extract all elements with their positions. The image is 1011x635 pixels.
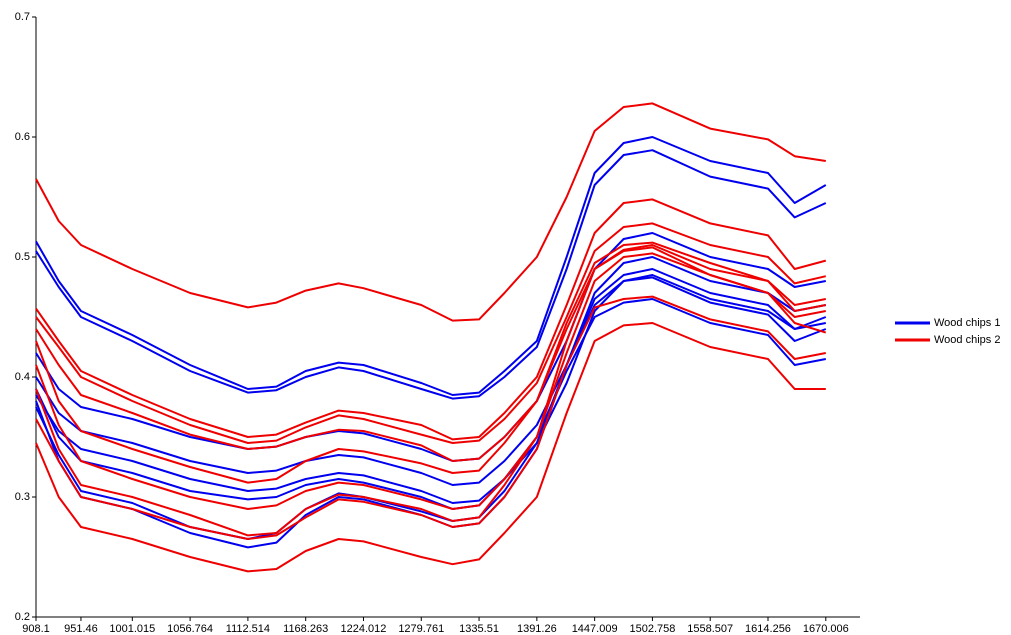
spectrum-line xyxy=(35,198,827,441)
x-tick-label: 1335.51 xyxy=(459,623,499,635)
spectrum-line xyxy=(35,149,827,400)
x-tick-label: 1168.263 xyxy=(283,623,328,635)
x-tick-label: 1391.26 xyxy=(517,623,557,635)
spectrum-line xyxy=(35,222,827,444)
y-tick-label: 0.4 xyxy=(15,371,30,383)
spectrum-line xyxy=(35,244,826,462)
spectrum-line xyxy=(35,295,826,540)
spectrum-line xyxy=(35,252,826,510)
x-tick-label: 1614.256 xyxy=(745,623,791,635)
x-tick-label: 1558.507 xyxy=(687,623,733,635)
x-tick-label: 1502.758 xyxy=(629,623,675,635)
spectrum-line xyxy=(35,102,826,322)
y-tick-label: 0.5 xyxy=(15,251,30,263)
x-tick-label: 1056.764 xyxy=(167,623,213,635)
x-tick-label: 1001.015 xyxy=(109,623,155,635)
y-tick-label: 0.3 xyxy=(15,491,30,503)
legend-label: Wood chips 1 xyxy=(934,317,1000,329)
x-tick-label: 1670.006 xyxy=(803,623,849,635)
x-tick-label: 1447.009 xyxy=(572,623,618,635)
legend-label: Wood chips 2 xyxy=(934,334,1000,346)
spectrum-line xyxy=(35,241,826,484)
spectrum-line xyxy=(35,274,826,504)
spectrum-line xyxy=(35,246,827,537)
x-tick-label: 951.46 xyxy=(64,623,98,635)
spectrum-line xyxy=(35,256,826,486)
spectrum-line xyxy=(35,322,826,573)
spectrum-line xyxy=(35,136,827,396)
x-tick-label: 908.1 xyxy=(22,623,50,635)
y-tick-label: 0.7 xyxy=(15,11,30,23)
y-tick-label: 0.6 xyxy=(15,131,30,143)
y-tick-label: 0.2 xyxy=(15,611,30,623)
x-tick-label: 1112.514 xyxy=(226,623,270,635)
x-tick-label: 1279.761 xyxy=(398,623,444,635)
x-tick-label: 1224.012 xyxy=(341,623,387,635)
